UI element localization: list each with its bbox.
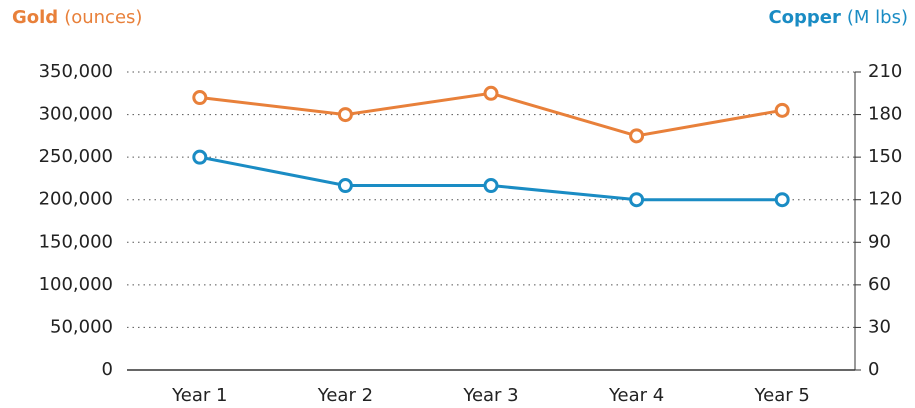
point (337, 107, 353, 123)
y-tick-label: 100,000 (39, 274, 113, 295)
y2-tick-label: 180 (868, 104, 902, 125)
point (192, 149, 208, 165)
point (337, 178, 353, 194)
point (629, 128, 645, 144)
y-tick-label: 350,000 (39, 61, 113, 82)
x-tick-label: Year 1 (171, 385, 227, 406)
copper-unit: (M lbs) (847, 7, 908, 28)
y2-tick-label: 120 (868, 189, 902, 210)
y-tick-label: 300,000 (39, 104, 113, 125)
y2-tick-label: 30 (868, 316, 891, 337)
gold-label: Gold (12, 7, 58, 28)
copper-label: Copper (768, 7, 841, 28)
point (192, 90, 208, 106)
point (483, 85, 499, 101)
point (483, 178, 499, 194)
y-tick-label: 200,000 (39, 189, 113, 210)
y2-tick-label: 0 (868, 359, 879, 380)
y-axis-title: Gold (ounces) (12, 7, 142, 28)
point (629, 192, 645, 208)
x-tick-label: Year 4 (608, 385, 664, 406)
gold-unit: (ounces) (64, 7, 142, 28)
y2-axis-title: Copper (M lbs) (768, 7, 908, 28)
x-tick-label: Year 5 (754, 385, 810, 406)
y-tick-label: 0 (102, 359, 113, 380)
y2-tick-label: 210 (868, 61, 902, 82)
x-tick-label: Year 2 (317, 385, 373, 406)
y-tick-label: 150,000 (39, 231, 113, 252)
point (774, 192, 790, 208)
x-tick-label: Year 3 (462, 385, 518, 406)
y-tick-label: 50,000 (50, 316, 113, 337)
y2-tick-label: 90 (868, 231, 891, 252)
point (774, 102, 790, 118)
y2-tick-label: 150 (868, 146, 902, 167)
y-tick-label: 250,000 (39, 146, 113, 167)
y2-tick-label: 60 (868, 274, 891, 295)
